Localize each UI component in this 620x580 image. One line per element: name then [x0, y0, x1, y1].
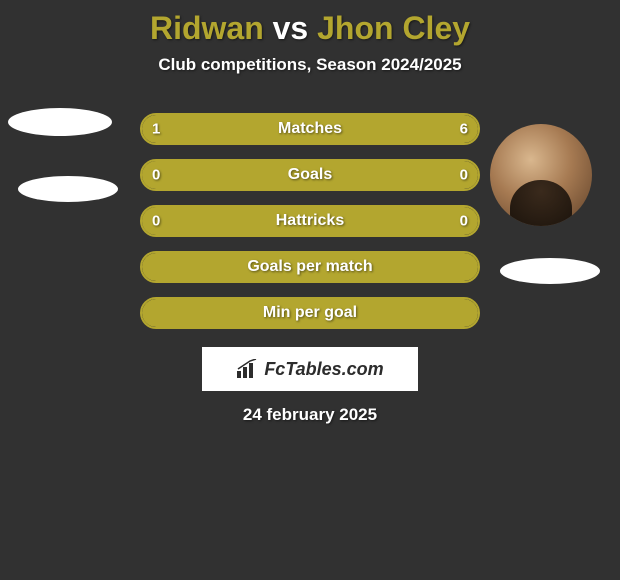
stat-row: Min per goal	[140, 297, 480, 329]
vs-text: vs	[273, 10, 309, 46]
stat-label: Matches	[142, 120, 478, 138]
logo-chart-icon	[236, 359, 258, 379]
stat-label: Goals per match	[142, 258, 478, 276]
stat-row: Goals per match	[140, 251, 480, 283]
player1-avatar-placeholder	[8, 108, 112, 136]
stat-label: Min per goal	[142, 304, 478, 322]
stat-row: 00Hattricks	[140, 205, 480, 237]
comparison-title: Ridwan vs Jhon Cley	[0, 0, 620, 47]
player1-avatar	[8, 108, 112, 136]
avatar-shadow	[510, 180, 571, 226]
player2-flag-ellipse	[500, 258, 600, 284]
date-text: 24 february 2025	[0, 405, 620, 425]
stat-label: Hattricks	[142, 212, 478, 230]
player2-name: Jhon Cley	[317, 10, 470, 46]
player1-flag-ellipse	[18, 176, 118, 202]
stat-label: Goals	[142, 166, 478, 184]
player2-flag	[500, 258, 600, 284]
player2-avatar-photo	[490, 124, 592, 226]
stat-row: 00Goals	[140, 159, 480, 191]
logo-box: FcTables.com	[202, 347, 418, 391]
subtitle: Club competitions, Season 2024/2025	[0, 55, 620, 75]
player1-flag	[18, 176, 118, 202]
stat-row: 16Matches	[140, 113, 480, 145]
player2-avatar	[490, 124, 592, 226]
player1-name: Ridwan	[150, 10, 264, 46]
logo-text: FcTables.com	[264, 359, 383, 380]
